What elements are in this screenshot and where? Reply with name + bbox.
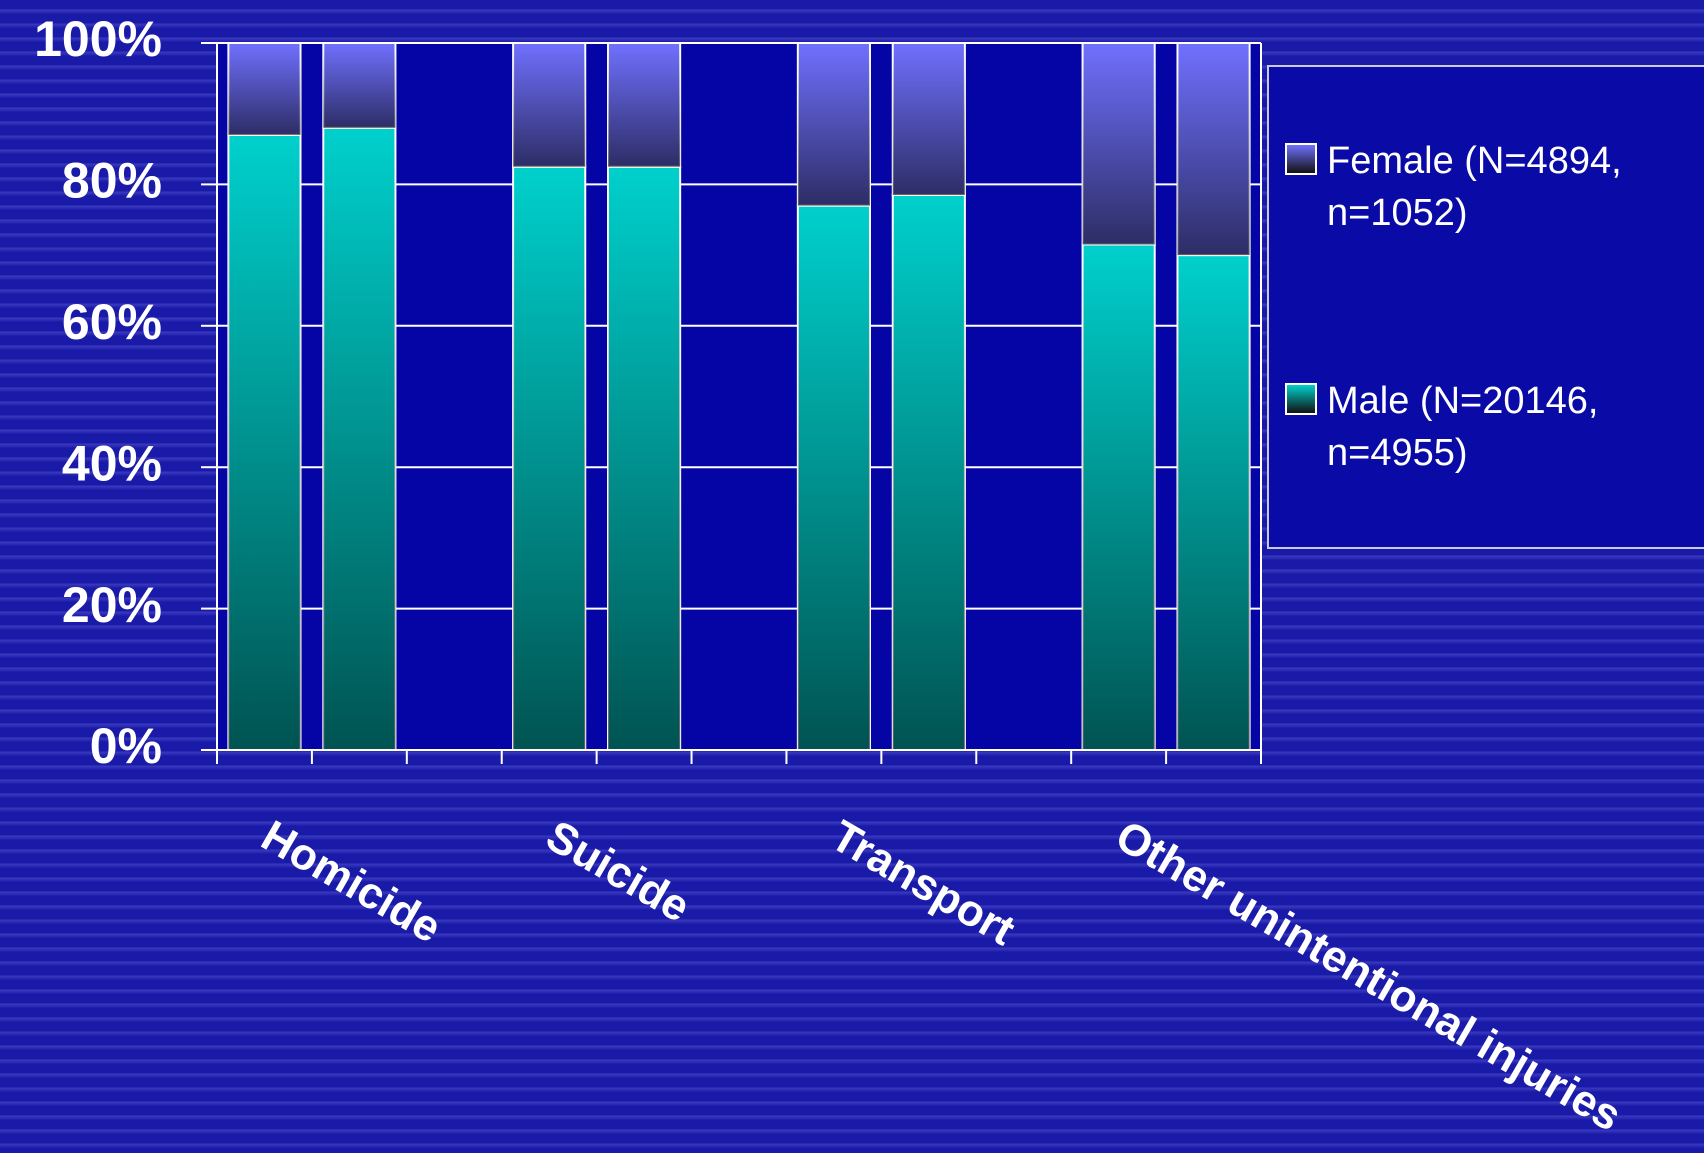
bar-shade [797,205,870,751]
legend-item: Female (N=4894, n=1052) [1285,135,1697,239]
legend-swatch [1285,383,1317,415]
x-tick-label: Homicide [253,811,449,952]
y-tick-label: 20% [62,577,162,633]
bar-shade [892,43,965,196]
bar-shade [1177,255,1250,750]
legend-item: Male (N=20146, n=4955) [1285,375,1697,479]
x-tick-label: Transport [823,811,1024,955]
x-tick-label: Other unintentional injuries [1107,811,1629,1141]
bar-shade [1177,43,1250,256]
legend-label: Male (N=20146, n=4955) [1327,380,1599,474]
y-tick-label: 40% [62,435,162,491]
bar-shade [608,166,681,751]
bar-shade [1082,244,1155,750]
bar-shade [892,195,965,750]
y-tick-label: 60% [62,294,162,350]
bar-shade [513,43,586,167]
bar-shade [228,43,301,135]
bar-shade [797,43,870,206]
legend: Female (N=4894, n=1052) Male (N=20146, n=… [1267,65,1704,549]
bar-shade [323,43,396,128]
bar-shade [323,127,396,751]
y-tick-label: 0% [90,718,162,774]
legend-label: Female (N=4894, n=1052) [1327,140,1622,234]
y-tick-label: 80% [62,153,162,209]
bar-shade [608,43,681,167]
legend-swatch [1285,143,1317,175]
bar-shade [228,134,301,750]
y-tick-label: 100% [34,11,162,67]
x-tick-label: Suicide [538,811,698,932]
bar-shade [1082,43,1155,245]
bar-shade [513,166,586,751]
